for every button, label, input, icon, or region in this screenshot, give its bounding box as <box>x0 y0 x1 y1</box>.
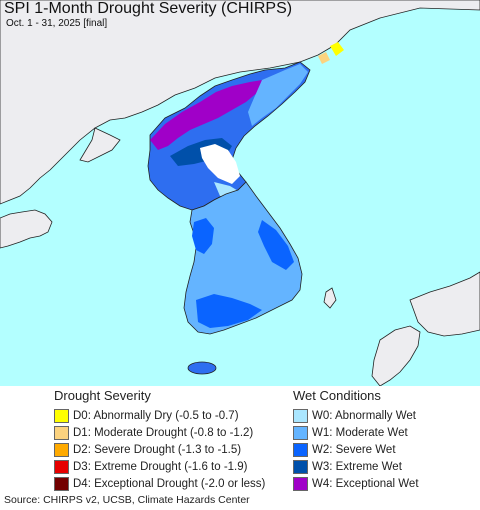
mainland-china-russia <box>0 0 480 205</box>
jeju-island <box>187 361 217 375</box>
shandong-peninsula <box>0 209 53 249</box>
moderate-wet-ne <box>248 64 308 126</box>
wet-legend-heading: Wet Conditions <box>293 388 381 403</box>
legend-item-w1: W1: Moderate Wet <box>293 424 478 441</box>
swatch-d4 <box>54 476 69 491</box>
legend-item-d1: D1: Moderate Drought (-0.8 to -1.2) <box>54 424 294 441</box>
swatch-w3 <box>293 459 308 474</box>
legend-item-d3: D3: Extreme Drought (-1.6 to -1.9) <box>54 458 294 475</box>
legend-item-w4: W4: Exceptional Wet <box>293 475 478 492</box>
japan-kyushu <box>371 325 421 386</box>
map-subtitle: Oct. 1 - 31, 2025 [final] <box>6 18 108 29</box>
swatch-w0 <box>293 408 308 423</box>
abnormally-dry-speck <box>330 42 344 56</box>
swatch-d3 <box>54 459 69 474</box>
tsushima-island <box>323 287 337 309</box>
legend-label-w0: W0: Abnormally Wet <box>312 409 416 422</box>
legend-item-d0: D0: Abnormally Dry (-0.5 to -0.7) <box>54 407 294 424</box>
legend-label-w1: W1: Moderate Wet <box>312 426 408 439</box>
drought-legend-heading: Drought Severity <box>54 388 151 403</box>
legend-item-w2: W2: Severe Wet <box>293 441 478 458</box>
legend-item-d2: D2: Severe Drought (-1.3 to -1.5) <box>54 441 294 458</box>
legend-item-d4: D4: Exceptional Drought (-2.0 or less) <box>54 475 294 492</box>
neutral-zone <box>200 144 240 184</box>
legend-label-w3: W3: Extreme Wet <box>312 460 402 473</box>
drought-legend: Drought Severity D0: Abnormally Dry (-0.… <box>54 388 294 492</box>
legend-label-d2: D2: Severe Drought (-1.3 to -1.5) <box>73 443 242 456</box>
swatch-w1 <box>293 425 308 440</box>
severe-wet-east <box>258 220 294 270</box>
severe-wet-south <box>196 294 262 328</box>
map-title: SPI 1-Month Drought Severity (CHIRPS) <box>4 0 293 17</box>
legend-label-d4: D4: Exceptional Drought (-2.0 or less) <box>73 477 266 490</box>
source-credit: Source: CHIRPS v2, UCSB, Climate Hazards… <box>4 494 250 506</box>
legend-label-w2: W2: Severe Wet <box>312 443 396 456</box>
exceptional-wet-zone <box>150 80 262 150</box>
legend-label-d0: D0: Abnormally Dry (-0.5 to -0.7) <box>73 409 239 422</box>
legend-label-d3: D3: Extreme Drought (-1.6 to -1.9) <box>73 460 248 473</box>
drought-map <box>0 0 480 386</box>
map-panel <box>0 0 480 386</box>
swatch-w2 <box>293 442 308 457</box>
legend-item-w3: W3: Extreme Wet <box>293 458 478 475</box>
liaodong-peninsula <box>79 127 121 163</box>
legend-label-d1: D1: Moderate Drought (-0.8 to -1.2) <box>73 426 254 439</box>
swatch-d2 <box>54 442 69 457</box>
swatch-d0 <box>54 408 69 423</box>
japan-honshu <box>409 271 480 337</box>
swatch-w4 <box>293 476 308 491</box>
severe-wet-west <box>192 218 214 254</box>
wet-legend: Wet Conditions W0: Abnormally Wet W1: Mo… <box>293 388 478 492</box>
legend-item-w0: W0: Abnormally Wet <box>293 407 478 424</box>
legend-label-w4: W4: Exceptional Wet <box>312 477 419 490</box>
swatch-d1 <box>54 425 69 440</box>
moderate-drought-speck <box>318 52 330 64</box>
